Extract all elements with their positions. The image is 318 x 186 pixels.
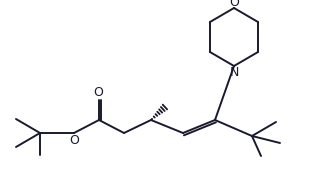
Text: N: N	[229, 67, 239, 79]
Text: O: O	[69, 134, 79, 147]
Text: O: O	[229, 0, 239, 9]
Text: O: O	[93, 86, 103, 100]
